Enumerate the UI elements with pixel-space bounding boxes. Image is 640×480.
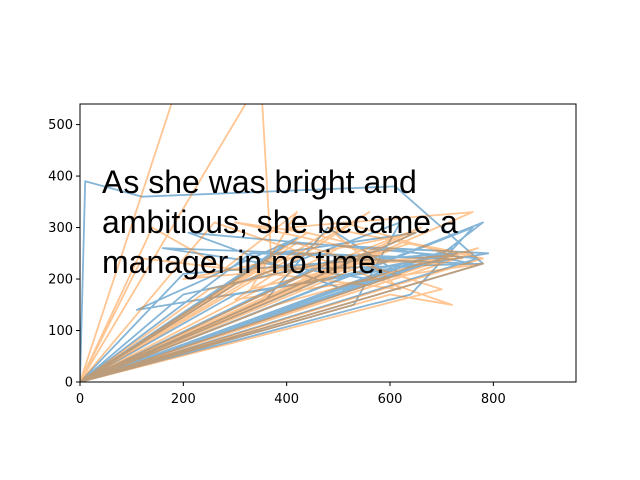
x-tick-label: 400 bbox=[274, 392, 299, 407]
y-tick-label: 500 bbox=[48, 118, 73, 133]
series-layer bbox=[80, 104, 490, 382]
x-tick-label: 200 bbox=[171, 392, 196, 407]
y-tick-label: 400 bbox=[48, 170, 73, 185]
y-tick-label: 300 bbox=[48, 221, 73, 236]
caption-line-2: ambitious, she became a bbox=[102, 204, 458, 240]
plot-frame bbox=[79, 103, 577, 383]
x-tick-label: 800 bbox=[481, 392, 506, 407]
caption-line-3: manager in no time. bbox=[102, 244, 385, 280]
y-tick-label: 200 bbox=[48, 273, 73, 288]
y-axis: 0 100 200 300 400 500 bbox=[48, 118, 80, 391]
x-tick-label: 600 bbox=[378, 392, 403, 407]
series-line-1 bbox=[80, 180, 490, 382]
caption-line-1: As she was bright and bbox=[102, 164, 417, 200]
overlay-caption: As she was bright and ambitious, she bec… bbox=[102, 162, 458, 282]
x-axis: 0 200 400 600 800 bbox=[76, 382, 506, 407]
y-tick-label: 0 bbox=[65, 376, 73, 391]
x-tick-label: 0 bbox=[76, 392, 84, 407]
series-line-2 bbox=[80, 104, 484, 382]
y-tick-label: 100 bbox=[48, 324, 73, 339]
